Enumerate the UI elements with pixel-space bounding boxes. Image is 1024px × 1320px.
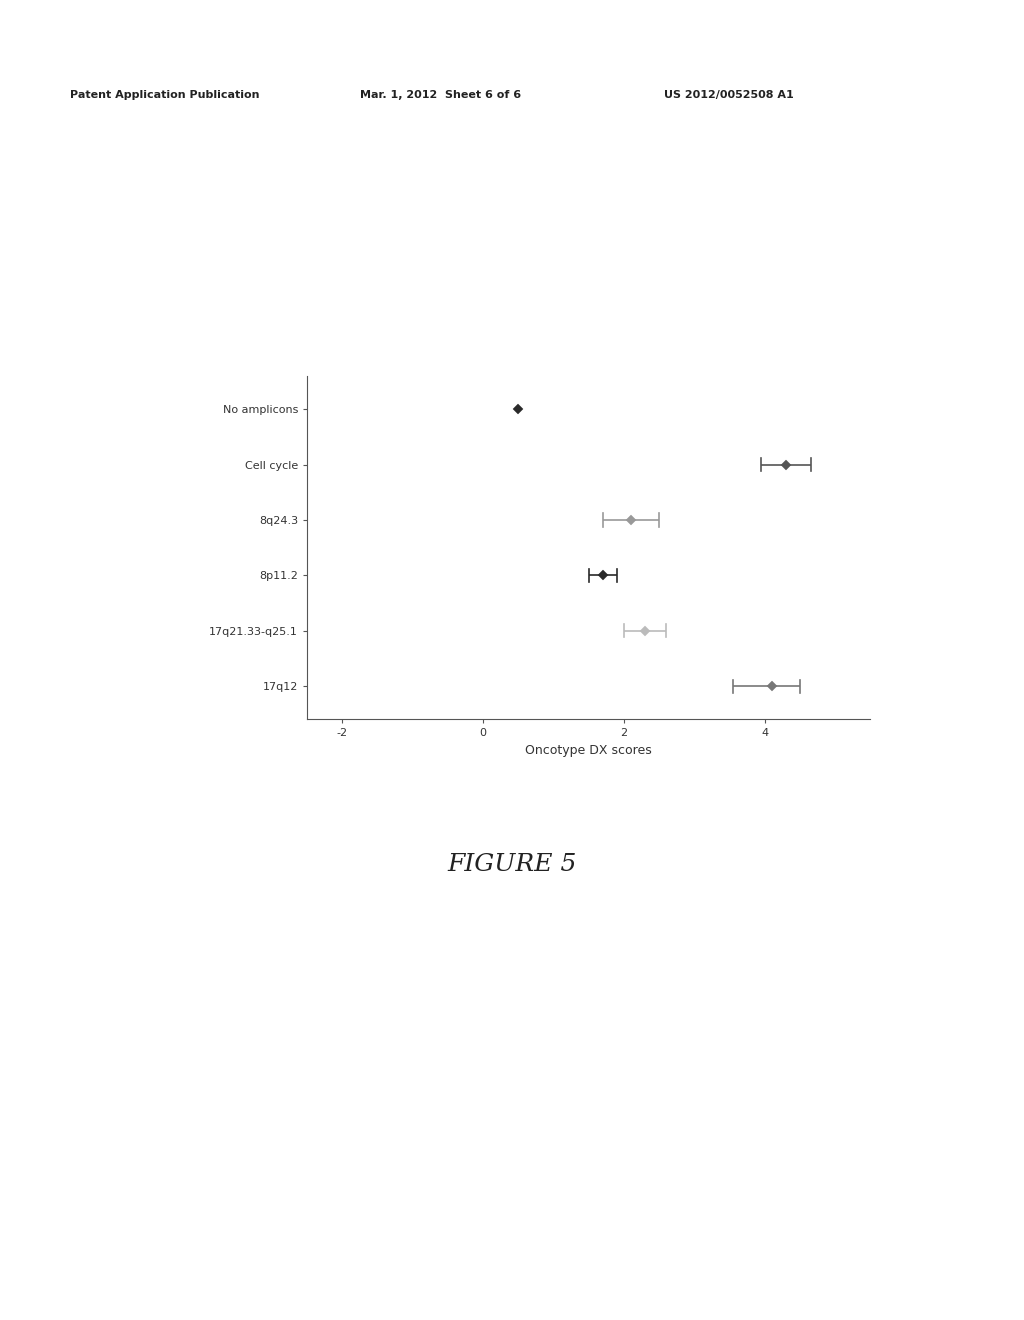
Text: US 2012/0052508 A1: US 2012/0052508 A1 xyxy=(664,90,794,100)
X-axis label: Oncotype DX scores: Oncotype DX scores xyxy=(525,744,652,756)
Text: Patent Application Publication: Patent Application Publication xyxy=(70,90,259,100)
Text: FIGURE 5: FIGURE 5 xyxy=(447,853,577,876)
Text: Mar. 1, 2012  Sheet 6 of 6: Mar. 1, 2012 Sheet 6 of 6 xyxy=(360,90,521,100)
